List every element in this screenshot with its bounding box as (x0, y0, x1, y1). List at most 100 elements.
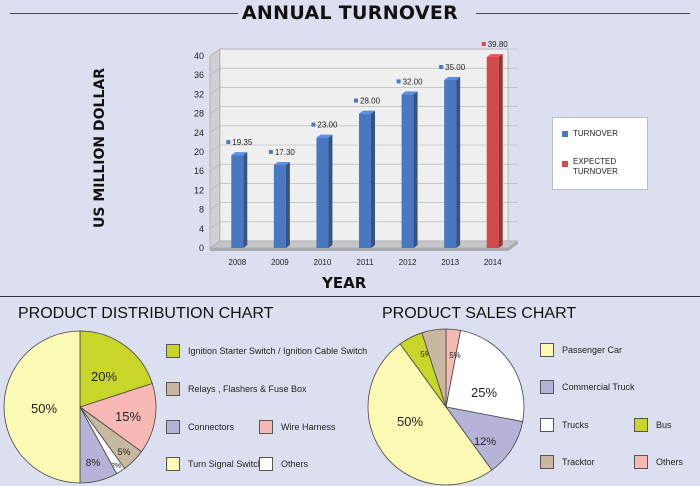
pie-slice-label: 5% (420, 350, 432, 359)
gridline (209, 48, 518, 57)
bar (401, 91, 418, 249)
legend-swatch (540, 418, 554, 432)
bar-top (316, 134, 333, 138)
gridline (209, 202, 518, 210)
value-label: 19.35 (232, 138, 253, 147)
value-label: 23.00 (317, 121, 338, 130)
gridline (209, 144, 518, 153)
bar-front (444, 80, 457, 248)
value-label: 17.30 (275, 148, 296, 157)
title-rule-right (476, 13, 690, 14)
y-tick-label: 16 (194, 166, 204, 176)
pie-slice-label: 2% (111, 463, 121, 470)
legend-label: Tracktor (562, 457, 595, 467)
pie-slice-label: 8% (86, 458, 101, 469)
gridline (209, 163, 518, 172)
bar-side (285, 161, 290, 248)
x-tick-label: 2011 (356, 258, 374, 267)
legend-label: Trucks (562, 420, 589, 430)
x-tick-label: 2010 (314, 258, 332, 267)
legend-swatch-turnover (562, 131, 568, 137)
bar (359, 110, 375, 248)
gridline (209, 106, 518, 114)
gridline (209, 125, 518, 134)
title-rule-left (10, 13, 238, 14)
value-label-marker (481, 41, 486, 46)
legend-label: Bus (656, 420, 672, 430)
legend-label: Ignition Starter Switch / Ignition Cable… (188, 346, 368, 356)
bar-top (486, 53, 503, 57)
legend-swatch (259, 420, 273, 434)
chart-floor-edge (210, 241, 518, 251)
pie-slice-label: 20% (91, 369, 117, 384)
bar-top (359, 110, 375, 114)
legend-swatch (166, 382, 180, 396)
x-tick-label: 2014 (484, 258, 502, 267)
legend-swatch (166, 420, 180, 434)
bar-side (456, 77, 461, 248)
legend-label-expected: EXPECTED TURNOVER (573, 157, 618, 176)
bar-front (231, 155, 244, 248)
bar (444, 77, 461, 248)
bar-front (359, 113, 371, 248)
gridline (209, 240, 518, 249)
legend-label: Relays , Flashers & Fuse Box (188, 384, 307, 394)
legend-swatch (634, 455, 648, 469)
bar-side (371, 110, 375, 248)
bar-chart: 0 4 8 12 16 20 24 28 32 36 40 19.35 2008 17.30 2009 23.… (194, 40, 519, 267)
sales-pie: 3%25%12%50%5%5% (367, 328, 525, 486)
distribution-chart-title: PRODUCT DISTRIBUTION CHART (18, 305, 274, 322)
y-tick-label: 0 (199, 243, 204, 253)
legend-label: Others (281, 459, 309, 469)
y-tick-label: 12 (194, 185, 204, 195)
bar-side (413, 91, 418, 249)
gridline (209, 183, 518, 191)
legend-label: Commercial Truck (562, 382, 635, 392)
x-tick-label: 2009 (271, 258, 289, 267)
value-label-marker (268, 149, 273, 154)
bar (273, 161, 290, 248)
legend-swatch (540, 380, 554, 394)
legend-swatch (540, 343, 554, 357)
y-tick-label: 20 (194, 147, 204, 157)
value-label-marker (226, 140, 231, 145)
legend-label: Connectors (188, 422, 235, 432)
bar (486, 53, 503, 249)
bar-side (498, 53, 503, 249)
pie-slice (367, 343, 493, 486)
legend-swatch (259, 457, 273, 471)
gridline (209, 221, 518, 230)
y-tick-label: 40 (194, 51, 204, 61)
y-tick-label: 36 (194, 70, 204, 80)
y-tick-label: 32 (194, 89, 204, 99)
value-label-marker (439, 65, 444, 69)
legend-swatch-expected (562, 161, 568, 167)
bar-top (444, 77, 461, 80)
bar (231, 152, 248, 248)
bar-front (401, 94, 414, 249)
x-axis-label: YEAR (322, 274, 367, 292)
pie-slice (421, 328, 447, 408)
x-tick-label: 2012 (399, 258, 417, 267)
bar (316, 134, 333, 248)
y-tick-label: 4 (199, 224, 204, 234)
legend-label: Passenger Car (562, 345, 623, 355)
gridline (209, 87, 518, 95)
legend-label: Wire Harness (281, 422, 336, 432)
legend-swatch (166, 457, 180, 471)
value-label-marker (354, 98, 358, 103)
pie-slice-label: 12% (474, 436, 496, 448)
bar-top (231, 152, 248, 156)
pie-slice (445, 329, 525, 423)
y-tick-label: 8 (199, 205, 204, 215)
pie-slice-label: 25% (471, 385, 497, 400)
legend-label-turnover: TURNOVER (573, 129, 618, 138)
bar-side (243, 152, 248, 248)
pie-slice-label: 50% (31, 401, 57, 416)
pie-slice (3, 330, 81, 484)
gridline (209, 67, 518, 76)
legend-swatch (634, 418, 648, 432)
section-divider (0, 296, 700, 297)
pie-slice-label: 5% (117, 447, 130, 457)
bar-front (273, 164, 286, 248)
